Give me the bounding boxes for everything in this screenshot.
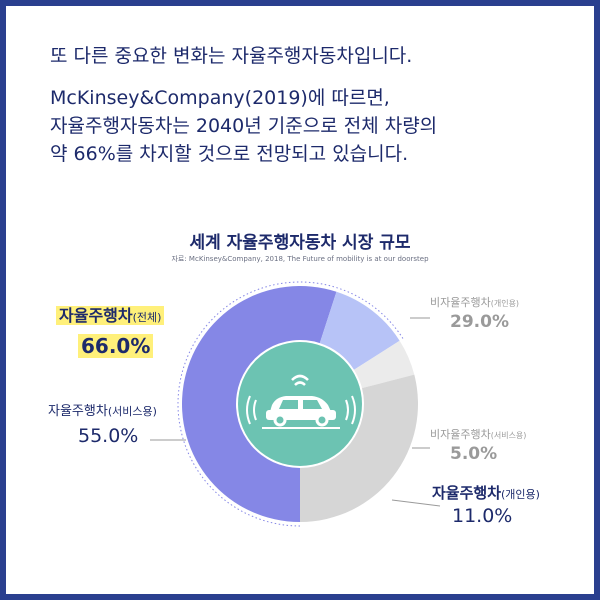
value-autonomous-service: 55.0% (78, 425, 139, 447)
label-nonautonomous-personal: 비자율주행차(개인용) 29.0% (430, 296, 520, 332)
label-autonomous-personal: 자율주행차(개인용) 11.0% (432, 484, 540, 527)
leader-autonomous-personal (391, 499, 441, 507)
intro-body: McKinsey&Company(2019)에 따르면, 자율주행자동차는 20… (50, 84, 570, 168)
intro-lead: 또 다른 중요한 변화는 자율주행자동차입니다. (50, 45, 413, 67)
label-nonautonomous-service: 비자율주행차(서비스용) 5.0% (430, 428, 527, 464)
slice-nonautonomous-service (354, 340, 415, 389)
slice-autonomous-personal (319, 291, 400, 370)
total-value: 66.0% (78, 334, 154, 358)
intro-line-3: 약 66%를 차지할 것으로 전망되고 있습니다. (50, 143, 409, 165)
autonomous-total-ring (177, 281, 404, 527)
highlight-name: 자율주행차(전체) (56, 306, 165, 325)
value-nonautonomous-personal: 29.0% (450, 312, 509, 332)
autonomous-car-icon (238, 342, 362, 466)
signal-arc-2 (294, 381, 306, 386)
slice-nonautonomous-personal (300, 374, 418, 522)
label-autonomous-service: 자율주행차(서비스용) 55.0% (48, 404, 157, 447)
intro-text: 또 다른 중요한 변화는 자율주행자동차입니다. McKinsey&Compan… (50, 42, 570, 168)
chart-title: 세계 자율주행자동차 시장 규모 (189, 233, 411, 253)
slice-autonomous-service (182, 286, 337, 522)
intro-line-2: 자율주행자동차는 2040년 기준으로 전체 차량의 (50, 115, 438, 137)
value-autonomous-personal: 11.0% (452, 505, 513, 527)
chart-source: 자료: McKinsey&Company, 2018, The Future o… (171, 255, 429, 263)
intro-line-1: McKinsey&Company(2019)에 따르면, (50, 87, 390, 109)
label-autonomous-total: 자율주행차(전체) 66.0% (56, 302, 165, 358)
signal-arc-1 (291, 374, 309, 381)
value-nonautonomous-service: 5.0% (450, 444, 498, 464)
